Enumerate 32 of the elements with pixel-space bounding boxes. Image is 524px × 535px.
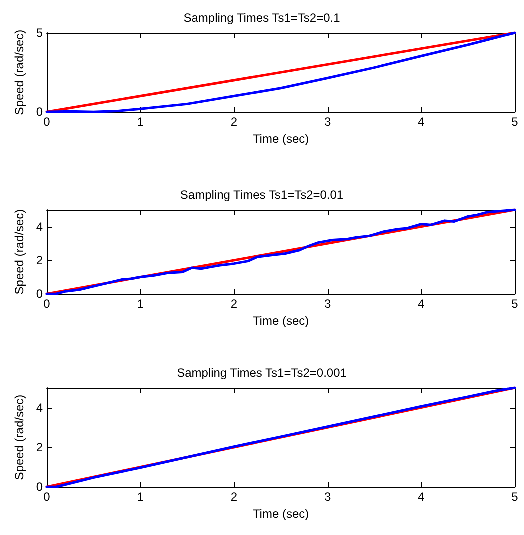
x-tick-label: 1 [137,297,144,312]
y-tick-label: 0 [36,105,44,120]
x-tick-label: 2 [230,115,238,130]
x-tick-label: 5 [512,115,519,130]
x-tick-label: 2 [230,490,238,504]
y-axis-title: Speed (rad/sec) [12,209,26,295]
x-tick-label: 3 [324,490,332,504]
y-tick-label: 4 [36,220,44,234]
x-tick-label: 3 [324,115,332,130]
x-tick-label: 1 [137,115,144,130]
y-tick-label: 4 [36,400,44,415]
y-axis-title: Speed (rad/sec) [12,30,26,116]
x-tick-label: 5 [512,297,519,312]
x-tick-label: 4 [418,297,426,312]
x-tick-label: 1 [137,490,144,504]
x-tick-label: 4 [418,115,426,130]
chart-title: Sampling Times Ts1=Ts2=0.001 [177,366,348,380]
x-tick-label: 2 [230,297,238,312]
x-tick-label: 4 [418,490,426,504]
y-tick-label: 2 [36,253,44,268]
x-axis-title: Time (sec) [252,507,310,521]
y-axis-title: Speed (rad/sec) [12,394,26,480]
x-axis-title: Time (sec) [252,314,310,328]
y-tick-label: 0 [36,287,44,302]
y-tick-label: 0 [36,480,44,494]
x-axis-title: Time (sec) [252,132,310,146]
y-tick-label: 2 [36,440,44,454]
x-tick-label: 3 [324,297,332,312]
y-tick-label: 5 [36,26,44,40]
chart-title: Sampling Times Ts1=Ts2=0.01 [180,188,344,202]
x-tick-label: 5 [512,490,519,504]
chart-title: Sampling Times Ts1=Ts2=0.1 [184,11,341,25]
